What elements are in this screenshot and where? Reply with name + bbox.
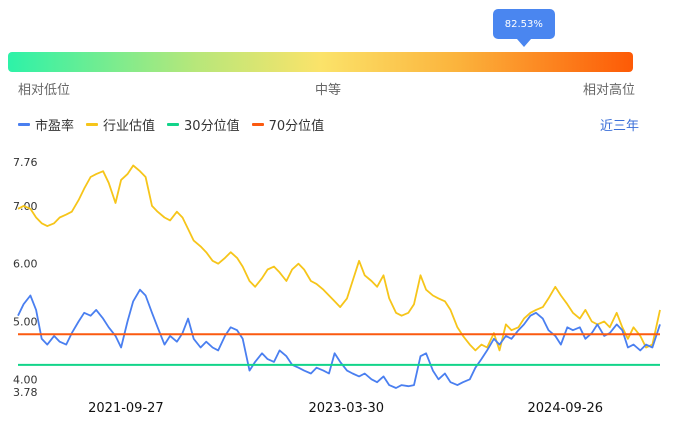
- scale-low-label: 相对低位: [18, 83, 71, 98]
- series-line-industry: [17, 164, 661, 352]
- legend-item-pe[interactable]: 市盈率: [18, 115, 74, 134]
- scale-high-label: 相对高位: [583, 83, 636, 98]
- y-axis-ticks: 7.767.006.005.004.003.78: [13, 156, 38, 399]
- y-tick-label: 4.00: [13, 373, 38, 386]
- legend-item-p70[interactable]: 70分位值: [251, 115, 325, 134]
- legend-label-p70: 70分位值: [268, 119, 325, 134]
- y-tick-label: 3.78: [13, 386, 38, 399]
- percentile-badge: 82.53%: [492, 9, 555, 47]
- legend-label-p30: 30分位值: [184, 119, 240, 134]
- scale-mid-label: 中等: [315, 83, 342, 98]
- percentile-value: 82.53%: [504, 18, 543, 30]
- legend-item-p30[interactable]: 30分位值: [167, 115, 240, 134]
- legend-swatch-industry: [86, 123, 99, 126]
- period-selector[interactable]: 近三年: [600, 119, 640, 134]
- valuation-gradient-bar: [8, 52, 633, 72]
- y-tick-label: 7.76: [13, 156, 38, 169]
- y-tick-label: 5.00: [13, 315, 38, 328]
- x-tick-label: 2021-09-27: [88, 401, 164, 416]
- x-axis-ticks: 2021-09-27 2023-03-30 2024-09-26: [88, 401, 603, 416]
- x-tick-label: 2023-03-30: [308, 401, 384, 416]
- x-tick-label: 2024-09-26: [528, 401, 604, 416]
- legend-label-pe: 市盈率: [35, 119, 75, 134]
- series-layer: [17, 164, 661, 389]
- chart-legend: 市盈率 行业估值 30分位值 70分位值: [18, 115, 336, 134]
- legend-swatch-pe: [18, 123, 30, 126]
- legend-swatch-p70: [251, 123, 264, 126]
- series-line-pe: [17, 288, 661, 389]
- legend-label-industry: 行业估值: [103, 119, 156, 134]
- legend-swatch-p30: [167, 123, 180, 126]
- y-tick-label: 6.00: [13, 258, 38, 271]
- legend-item-industry[interactable]: 行业估值: [86, 115, 155, 134]
